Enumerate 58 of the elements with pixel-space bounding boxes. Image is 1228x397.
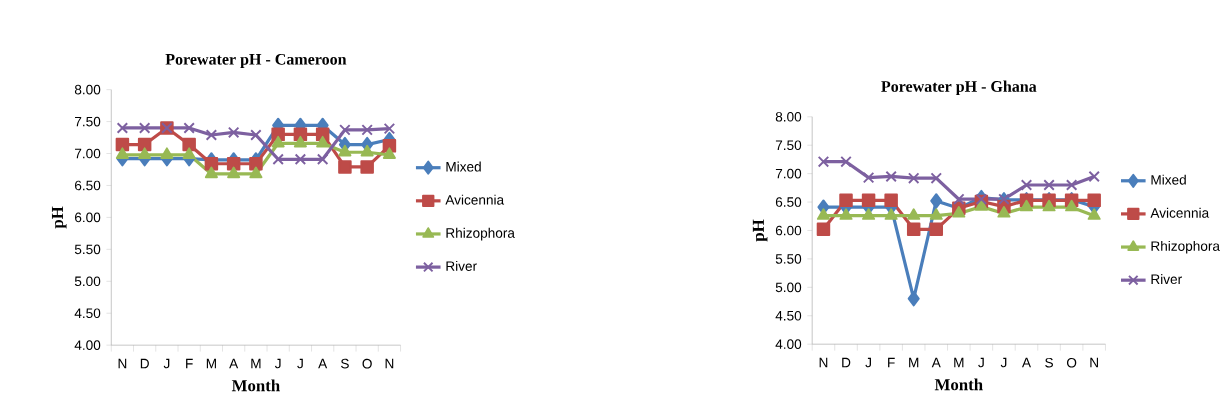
x-tick-label: N [118, 359, 127, 369]
y-axis-title: pH [51, 206, 67, 229]
y-tick-label: 5.00 [775, 282, 802, 293]
y-tick-label: 7.00 [75, 148, 101, 159]
x-tick-label: J [1000, 358, 1007, 368]
y-tick-label: 5.00 [74, 276, 101, 287]
y-tick-label: 7.00 [775, 169, 802, 179]
y-tick-label: 6.50 [775, 197, 802, 208]
x-tick-label: D [140, 359, 149, 369]
x-tick-label: A [1021, 358, 1031, 368]
y-axis-title: pH [752, 219, 768, 242]
chart-title: Porewater pH - Cameroon [165, 54, 347, 69]
legend-label: Mixed [446, 161, 481, 172]
x-tick-label: N [1090, 358, 1098, 368]
y-tick-label: 5.50 [74, 244, 101, 255]
y-tick-label: 8.00 [775, 112, 802, 122]
x-tick-label: F [888, 358, 895, 368]
legend-label: Avicennia [1150, 207, 1210, 218]
x-tick-label: N [819, 358, 828, 368]
x-axis-title: Month [231, 379, 280, 392]
y-tick-label: 8.00 [74, 85, 101, 95]
x-tick-label: F [186, 359, 193, 369]
y-tick-label: 4.00 [775, 339, 802, 350]
x-tick-label: O [362, 359, 372, 369]
x-tick-label: A [229, 359, 239, 369]
legend-label: River [446, 261, 477, 272]
y-tick-label: 7.50 [775, 140, 802, 151]
legend-label: Avicennia [445, 194, 505, 205]
x-tick-label: J [297, 359, 303, 369]
legend-label: River [1151, 274, 1182, 285]
x-tick-label: N [385, 359, 394, 369]
x-tick-label: S [1045, 358, 1053, 368]
y-tick-label: 7.50 [75, 116, 101, 127]
y-tick-label: 4.50 [775, 311, 802, 321]
x-tick-label: M [954, 358, 964, 368]
x-tick-label: J [865, 358, 871, 368]
x-tick-label: M [206, 359, 216, 369]
y-tick-label: 6.00 [775, 225, 802, 236]
x-tick-label: J [163, 359, 170, 369]
x-tick-label: J [978, 358, 984, 368]
legend-label: Mixed [1151, 174, 1186, 185]
legend-label: Rhizophora [446, 228, 515, 241]
chart-title: Porewater pH - Ghana [881, 80, 1037, 96]
x-tick-label: A [318, 359, 328, 369]
x-tick-label: J [274, 359, 281, 369]
x-tick-label: M [909, 358, 919, 368]
x-axis-title: Month [934, 378, 983, 391]
y-tick-label: 5.50 [775, 254, 802, 264]
y-tick-label: 4.50 [74, 308, 101, 319]
y-tick-label: 6.00 [75, 212, 101, 223]
x-tick-label: S [341, 359, 349, 369]
x-tick-label: D [842, 358, 851, 368]
x-tick-label: O [1066, 358, 1077, 368]
x-tick-label: A [931, 358, 941, 368]
y-tick-label: 4.00 [74, 340, 101, 351]
legend-label: Rhizophora [1151, 241, 1220, 254]
x-tick-label: M [251, 359, 261, 369]
y-tick-label: 6.50 [75, 180, 101, 191]
